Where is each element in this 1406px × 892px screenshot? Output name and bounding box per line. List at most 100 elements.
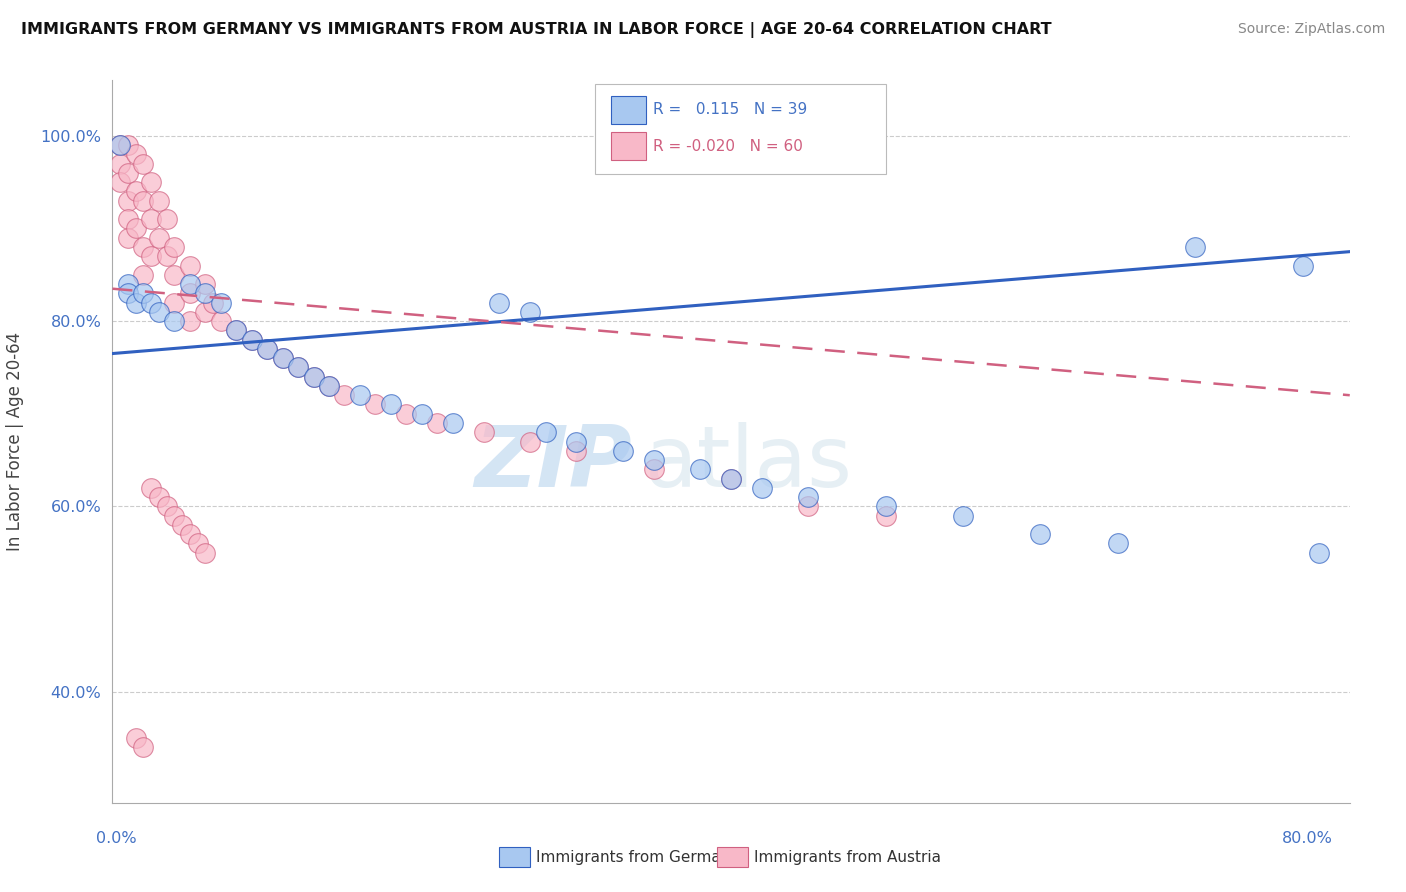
Point bbox=[132, 194, 155, 208]
Bar bbox=[612, 132, 645, 160]
Point bbox=[302, 369, 325, 384]
Y-axis label: In Labor Force | Age 20-64: In Labor Force | Age 20-64 bbox=[6, 332, 24, 551]
Text: atlas: atlas bbox=[644, 422, 852, 505]
Point bbox=[643, 453, 665, 467]
Text: 80.0%: 80.0% bbox=[1282, 831, 1333, 847]
Point bbox=[163, 240, 186, 254]
Point bbox=[179, 314, 201, 328]
Point bbox=[163, 268, 186, 282]
Bar bbox=[612, 96, 645, 124]
Point bbox=[110, 138, 132, 153]
Point bbox=[163, 295, 186, 310]
Point bbox=[132, 740, 155, 755]
Point bbox=[952, 508, 974, 523]
Point bbox=[155, 249, 177, 263]
Point bbox=[1029, 527, 1052, 541]
Point bbox=[519, 434, 541, 449]
Point bbox=[110, 175, 132, 189]
Point bbox=[110, 156, 132, 170]
Point bbox=[194, 286, 217, 301]
Point bbox=[179, 259, 201, 273]
Point bbox=[124, 147, 148, 161]
Point bbox=[148, 305, 170, 319]
Point bbox=[148, 231, 170, 245]
Point bbox=[720, 472, 742, 486]
Point bbox=[225, 323, 247, 337]
Text: Source: ZipAtlas.com: Source: ZipAtlas.com bbox=[1237, 22, 1385, 37]
Point bbox=[141, 481, 163, 495]
Text: Immigrants from Germany: Immigrants from Germany bbox=[536, 850, 740, 864]
FancyBboxPatch shape bbox=[595, 84, 886, 174]
Point bbox=[1292, 259, 1315, 273]
Point bbox=[179, 527, 201, 541]
Point bbox=[155, 500, 177, 514]
Point bbox=[141, 175, 163, 189]
Point bbox=[472, 425, 495, 440]
Point bbox=[519, 305, 541, 319]
Point bbox=[271, 351, 294, 366]
Point bbox=[689, 462, 711, 476]
Point bbox=[875, 508, 897, 523]
Point bbox=[349, 388, 371, 402]
Point bbox=[875, 500, 897, 514]
Point bbox=[395, 407, 418, 421]
Point bbox=[124, 185, 148, 199]
Point bbox=[163, 508, 186, 523]
Point bbox=[186, 536, 209, 550]
Point bbox=[751, 481, 773, 495]
Point bbox=[132, 156, 155, 170]
Point bbox=[132, 286, 155, 301]
Point bbox=[194, 277, 217, 291]
Point bbox=[302, 369, 325, 384]
Point bbox=[287, 360, 309, 375]
Point bbox=[124, 221, 148, 235]
Point bbox=[720, 472, 742, 486]
Point bbox=[117, 231, 139, 245]
Text: ZIP: ZIP bbox=[474, 422, 633, 505]
Point bbox=[141, 212, 163, 227]
Point bbox=[209, 314, 232, 328]
Point bbox=[426, 416, 449, 430]
Point bbox=[256, 342, 278, 356]
Point bbox=[287, 360, 309, 375]
Point bbox=[1308, 546, 1330, 560]
Text: IMMIGRANTS FROM GERMANY VS IMMIGRANTS FROM AUSTRIA IN LABOR FORCE | AGE 20-64 CO: IMMIGRANTS FROM GERMANY VS IMMIGRANTS FR… bbox=[21, 22, 1052, 38]
Point bbox=[117, 277, 139, 291]
Point bbox=[194, 546, 217, 560]
Point bbox=[488, 295, 510, 310]
Point bbox=[132, 268, 155, 282]
Point bbox=[225, 323, 247, 337]
Point bbox=[565, 434, 588, 449]
Point bbox=[155, 212, 177, 227]
Point bbox=[364, 397, 387, 411]
Point bbox=[411, 407, 433, 421]
Text: R = -0.020   N = 60: R = -0.020 N = 60 bbox=[654, 138, 803, 153]
Point bbox=[643, 462, 665, 476]
Text: Immigrants from Austria: Immigrants from Austria bbox=[754, 850, 941, 864]
Point bbox=[202, 295, 225, 310]
Point bbox=[179, 277, 201, 291]
Point bbox=[441, 416, 464, 430]
Point bbox=[612, 443, 634, 458]
Point bbox=[240, 333, 263, 347]
Point bbox=[148, 194, 170, 208]
Point bbox=[117, 212, 139, 227]
Point bbox=[124, 731, 148, 745]
Point bbox=[797, 500, 820, 514]
Point bbox=[240, 333, 263, 347]
Point bbox=[124, 295, 148, 310]
Point bbox=[565, 443, 588, 458]
Point bbox=[117, 286, 139, 301]
Point bbox=[172, 517, 194, 532]
Point bbox=[271, 351, 294, 366]
Point bbox=[132, 240, 155, 254]
Point bbox=[256, 342, 278, 356]
Point bbox=[797, 490, 820, 504]
Point bbox=[194, 305, 217, 319]
Point bbox=[117, 166, 139, 180]
Point bbox=[318, 379, 340, 393]
Text: 0.0%: 0.0% bbox=[96, 831, 136, 847]
Point bbox=[179, 286, 201, 301]
Point bbox=[1184, 240, 1206, 254]
Point bbox=[117, 138, 139, 153]
